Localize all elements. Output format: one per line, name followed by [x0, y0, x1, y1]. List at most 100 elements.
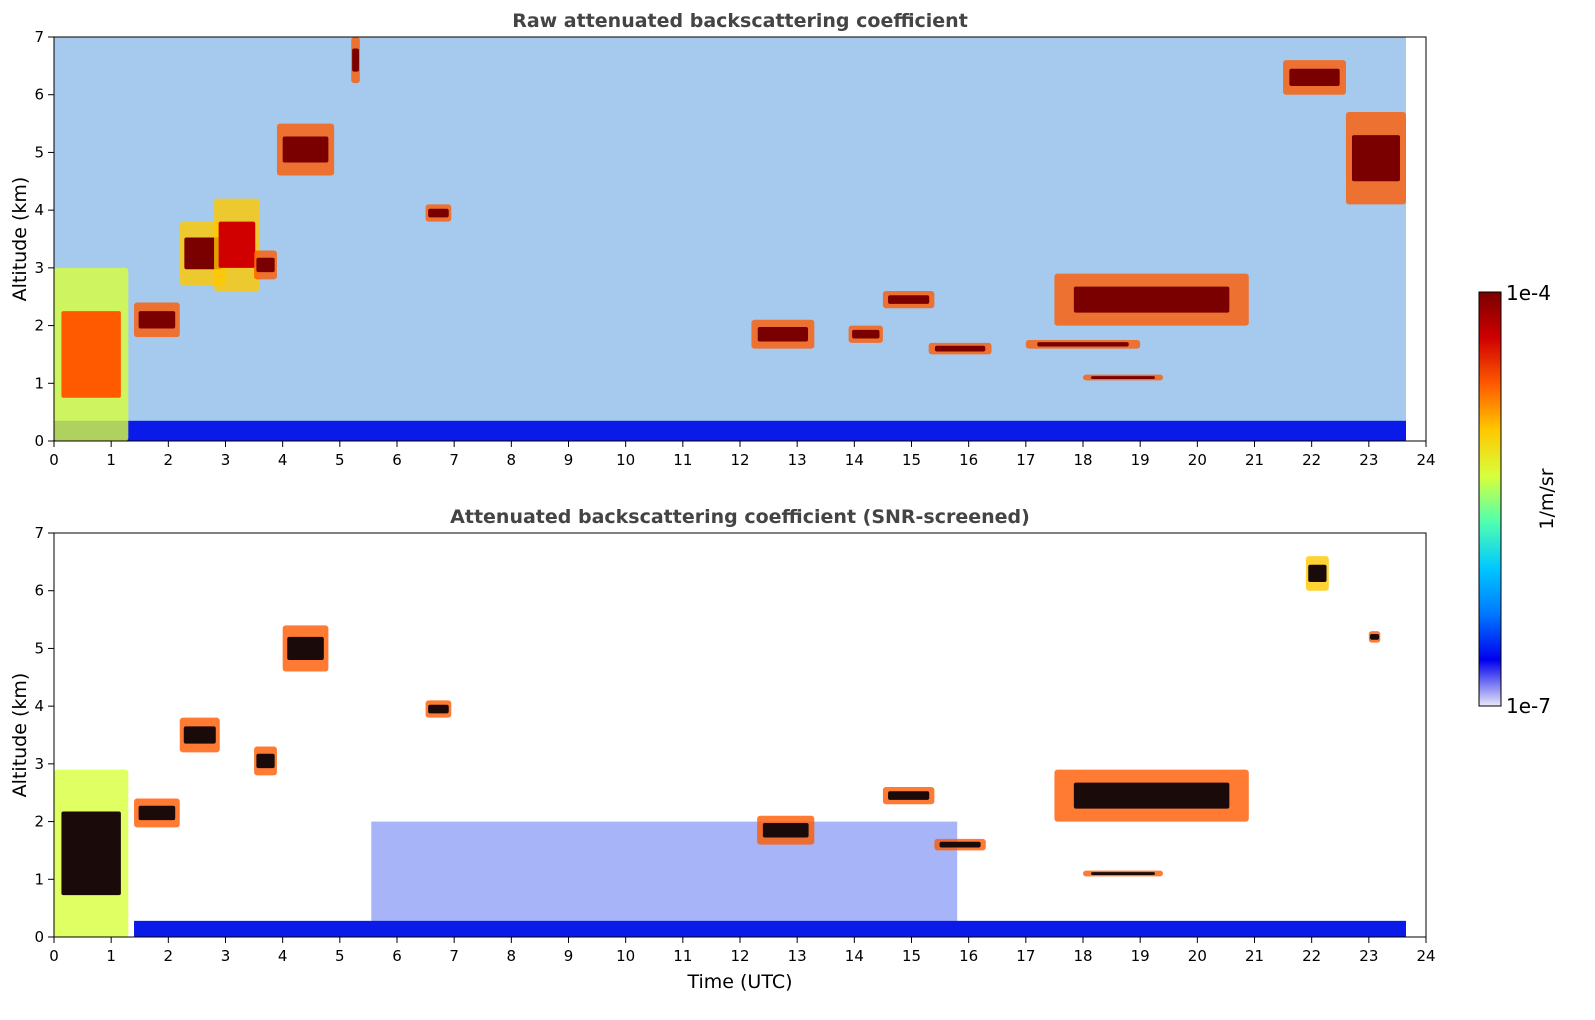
y-tick-label: 5 — [34, 143, 44, 161]
x-tick-label: 7 — [449, 947, 459, 965]
x-axis-label: Time (UTC) — [686, 971, 792, 993]
y-tick-label: 0 — [34, 432, 44, 450]
x-tick-label: 20 — [1188, 451, 1207, 469]
x-tick-label: 1 — [106, 947, 116, 965]
raw-cloud-core — [1289, 68, 1340, 87]
x-tick-label: 15 — [902, 451, 921, 469]
raw-cloud-core — [852, 329, 880, 339]
x-tick-label: 6 — [392, 451, 402, 469]
x-tick-label: 17 — [1016, 947, 1035, 965]
x-tick-label: 23 — [1359, 947, 1378, 965]
x-tick-label: 22 — [1302, 947, 1321, 965]
x-tick-label: 6 — [392, 947, 402, 965]
x-tick-label: 17 — [1016, 451, 1035, 469]
x-tick-label: 20 — [1188, 947, 1207, 965]
screened-cloud-core — [1308, 564, 1327, 583]
x-tick-label: 2 — [164, 947, 174, 965]
screened-cloud-layers — [54, 556, 1406, 937]
raw-cloud-core — [352, 48, 359, 72]
x-tick-label: 2 — [164, 451, 174, 469]
y-tick-label: 2 — [34, 813, 44, 831]
y-tick-label: 4 — [34, 697, 44, 715]
colorbar: 1e-4 1e-7 1/m/sr — [1478, 281, 1558, 718]
colorbar-max-label: 1e-4 — [1506, 281, 1551, 305]
screened-x-ticks: 0 1 2 3 4 5 6 7 8 9 10 11 12 13 14 15 16 17 18 19 20 21 22 23 24 — [49, 937, 1436, 965]
y-tick-label: 1 — [34, 870, 44, 888]
x-tick-label: 14 — [845, 451, 864, 469]
raw-cloud-core — [282, 136, 329, 163]
raw-cloud-core — [1091, 376, 1156, 379]
x-tick-label: 13 — [788, 947, 807, 965]
x-tick-label: 12 — [730, 947, 749, 965]
x-tick-label: 14 — [845, 947, 864, 965]
x-tick-label: 8 — [507, 947, 517, 965]
raw-backscatter-panel: Raw attenuated backscattering coefficien… — [9, 10, 1436, 469]
x-tick-label: 16 — [959, 947, 978, 965]
x-tick-label: 5 — [335, 451, 345, 469]
raw-cloud-core — [888, 295, 930, 304]
x-tick-label: 18 — [1073, 947, 1092, 965]
y-tick-label: 1 — [34, 374, 44, 392]
screened-cloud-core — [762, 823, 809, 838]
screened-cloud-core — [61, 811, 121, 896]
y-tick-label: 2 — [34, 317, 44, 335]
y-tick-label: 3 — [34, 259, 44, 277]
x-tick-label: 21 — [1245, 947, 1264, 965]
raw-cloud-core — [138, 311, 176, 329]
raw-cloud-core — [256, 257, 275, 273]
screened-y-axis-label: Altitude (km) — [9, 673, 31, 798]
x-tick-label: 10 — [616, 947, 635, 965]
y-tick-label: 6 — [34, 86, 44, 104]
screened-y-ticks: 0 1 2 3 4 5 6 7 — [34, 524, 54, 946]
x-tick-label: 0 — [49, 947, 59, 965]
y-tick-label: 5 — [34, 639, 44, 657]
x-tick-label: 24 — [1416, 947, 1435, 965]
raw-cloud-core — [1037, 342, 1129, 347]
x-tick-label: 1 — [106, 451, 116, 469]
raw-x-ticks: 0 1 2 3 4 5 6 7 8 9 10 11 12 13 14 15 16 17 18 19 20 21 22 23 24 — [49, 441, 1436, 469]
x-tick-label: 8 — [507, 451, 517, 469]
screened-backscatter-panel: Attenuated backscattering coefficient (S… — [9, 506, 1436, 993]
y-tick-label: 0 — [34, 928, 44, 946]
screened-cloud-core — [1091, 872, 1156, 875]
x-tick-label: 3 — [221, 451, 231, 469]
x-tick-label: 12 — [730, 451, 749, 469]
x-tick-label: 16 — [959, 451, 978, 469]
raw-boundary-layer — [54, 420, 1406, 441]
x-tick-label: 9 — [564, 947, 574, 965]
x-tick-label: 3 — [221, 947, 231, 965]
y-tick-label: 4 — [34, 201, 44, 219]
screened-noise-region — [371, 821, 958, 937]
x-tick-label: 22 — [1302, 451, 1321, 469]
x-tick-label: 9 — [564, 451, 574, 469]
raw-cloud-core — [757, 327, 809, 342]
x-tick-label: 11 — [673, 451, 692, 469]
x-tick-label: 7 — [449, 451, 459, 469]
raw-cloud-layers — [54, 37, 1406, 441]
x-tick-label: 11 — [673, 947, 692, 965]
screened-cloud-core — [939, 841, 981, 848]
screened-cloud-core — [888, 791, 930, 800]
y-tick-label: 7 — [34, 28, 44, 46]
raw-cloud-core — [61, 311, 121, 398]
screened-cloud-core — [138, 805, 176, 821]
raw-cloud-core — [934, 345, 986, 352]
y-tick-label: 6 — [34, 582, 44, 600]
raw-cloud-core — [1351, 135, 1400, 182]
x-tick-label: 15 — [902, 947, 921, 965]
x-tick-label: 24 — [1416, 451, 1435, 469]
raw-noise-field — [54, 37, 1406, 441]
x-tick-label: 4 — [278, 947, 288, 965]
raw-cloud-core — [218, 221, 256, 268]
raw-y-ticks: 0 1 2 3 4 5 6 7 — [34, 28, 54, 450]
y-tick-label: 7 — [34, 524, 44, 542]
colorbar-min-label: 1e-7 — [1506, 694, 1551, 718]
x-tick-label: 0 — [49, 451, 59, 469]
colorbar-unit-label: 1/m/sr — [1536, 468, 1558, 529]
x-tick-label: 18 — [1073, 451, 1092, 469]
colorbar-gradient — [1478, 291, 1502, 707]
raw-cloud-core — [184, 237, 221, 270]
x-tick-label: 19 — [1131, 947, 1150, 965]
x-tick-label: 4 — [278, 451, 288, 469]
screened-panel-title: Attenuated backscattering coefficient (S… — [450, 506, 1030, 528]
